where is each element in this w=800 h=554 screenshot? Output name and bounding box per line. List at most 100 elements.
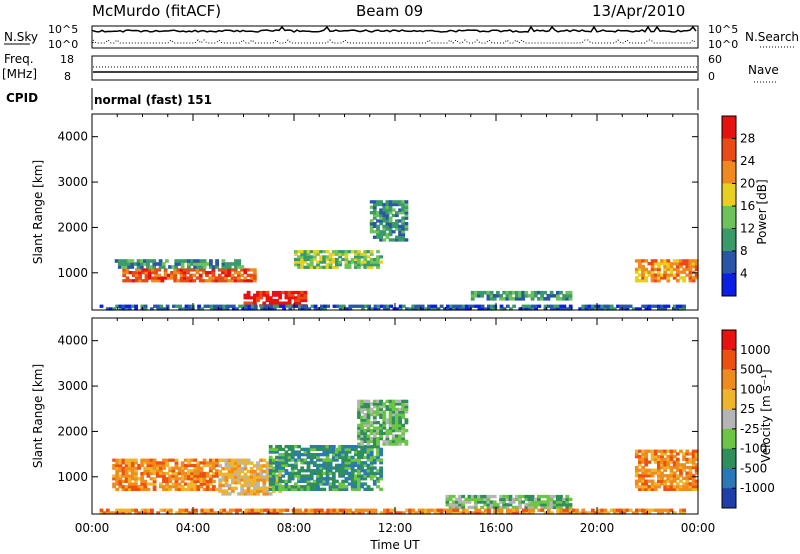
velocity-cell — [271, 487, 276, 491]
power-cell — [312, 255, 317, 259]
velocity-cell — [322, 447, 327, 451]
velocity-cell — [183, 463, 188, 468]
velocity-cell — [271, 461, 276, 465]
velocity-cell — [155, 471, 160, 476]
velocity-cell — [669, 457, 674, 461]
velocity-cell — [391, 442, 396, 446]
velocity-cell — [505, 494, 510, 499]
velocity-cell — [209, 511, 214, 515]
power-cell — [360, 252, 365, 256]
velocity-cell — [644, 508, 649, 512]
velocity-cell — [149, 466, 154, 470]
velocity-cell — [360, 426, 365, 430]
power-cell — [505, 297, 510, 301]
velocity-cell — [180, 479, 185, 483]
velocity-cell — [644, 449, 649, 453]
velocity-cell — [338, 508, 343, 512]
velocity-cell — [521, 494, 526, 499]
velocity-cell — [205, 463, 210, 468]
power-cell — [691, 262, 696, 266]
velocity-cell — [230, 478, 235, 482]
velocity-cell — [638, 508, 642, 512]
velocity-cell — [127, 469, 132, 473]
power-cell — [622, 307, 627, 311]
power-cell — [182, 279, 187, 283]
power-cell — [433, 307, 438, 311]
power-cell — [290, 290, 295, 295]
power-cell — [271, 293, 276, 297]
power-cell — [383, 307, 387, 311]
power-cell — [391, 208, 396, 212]
velocity-cell — [653, 455, 658, 459]
velocity-cell — [663, 449, 668, 453]
power-cell — [234, 259, 238, 263]
power-cell — [268, 301, 273, 305]
velocity-cell — [509, 511, 513, 515]
power-cell — [259, 290, 264, 295]
power-cell — [157, 268, 162, 272]
power-cell — [647, 307, 652, 311]
power-cell — [666, 279, 671, 283]
velocity-cell — [316, 458, 320, 462]
power-cell — [666, 262, 671, 266]
velocity-cell — [304, 511, 309, 515]
power-cell — [694, 273, 699, 277]
velocity-cell — [146, 487, 151, 491]
velocity-cell — [398, 434, 402, 438]
velocity-cell — [190, 463, 194, 468]
power-cell — [179, 279, 184, 283]
power-cell — [300, 250, 305, 254]
velocity-cell — [530, 494, 535, 499]
power-cell — [363, 252, 368, 256]
velocity-cell — [127, 508, 132, 512]
power-cell — [184, 304, 189, 308]
velocity-cell — [357, 463, 361, 467]
velocity-cell — [382, 405, 387, 409]
velocity-cell — [152, 458, 157, 462]
velocity-cell — [331, 485, 336, 489]
velocity-cell — [439, 508, 444, 512]
power-cell — [158, 265, 163, 269]
power-cell — [128, 271, 133, 275]
velocity-cell — [467, 500, 472, 504]
velocity-cell — [124, 461, 129, 465]
velocity-cell — [130, 461, 135, 465]
power-cell — [549, 304, 554, 308]
power-cell — [246, 268, 251, 272]
power-cell — [174, 265, 179, 269]
velocity-cell — [124, 463, 129, 468]
power-cell — [675, 270, 680, 274]
velocity-cell — [300, 485, 305, 489]
velocity-cell — [660, 479, 664, 483]
velocity-cell — [641, 476, 645, 481]
power-cell — [369, 219, 374, 223]
power-cell — [675, 264, 680, 269]
power-cell — [379, 260, 383, 264]
power-cell — [198, 273, 203, 277]
velocity-cell — [660, 474, 664, 478]
power-colorbar-swatch — [722, 228, 736, 252]
velocity-cell — [366, 447, 371, 451]
power-cell — [395, 202, 399, 207]
power-cell — [369, 263, 374, 267]
velocity-cell — [240, 483, 245, 488]
velocity-cell — [205, 461, 210, 465]
power-cell — [147, 271, 152, 275]
power-cell — [205, 262, 210, 266]
velocity-ytick-label: 3000 — [57, 379, 88, 393]
velocity-cell — [372, 458, 377, 462]
power-cell — [653, 276, 658, 280]
velocity-cell — [376, 429, 380, 433]
velocity-cell — [549, 505, 554, 510]
velocity-cell — [496, 505, 500, 510]
velocity-cell — [253, 472, 257, 476]
velocity-cell — [281, 474, 286, 478]
velocity-cell — [196, 474, 201, 478]
power-cell — [446, 304, 450, 308]
power-cell — [127, 304, 132, 308]
power-cell — [641, 273, 645, 277]
power-cell — [303, 260, 308, 264]
velocity-cell — [398, 439, 402, 443]
velocity-cell — [527, 511, 532, 515]
power-cell — [427, 307, 431, 311]
